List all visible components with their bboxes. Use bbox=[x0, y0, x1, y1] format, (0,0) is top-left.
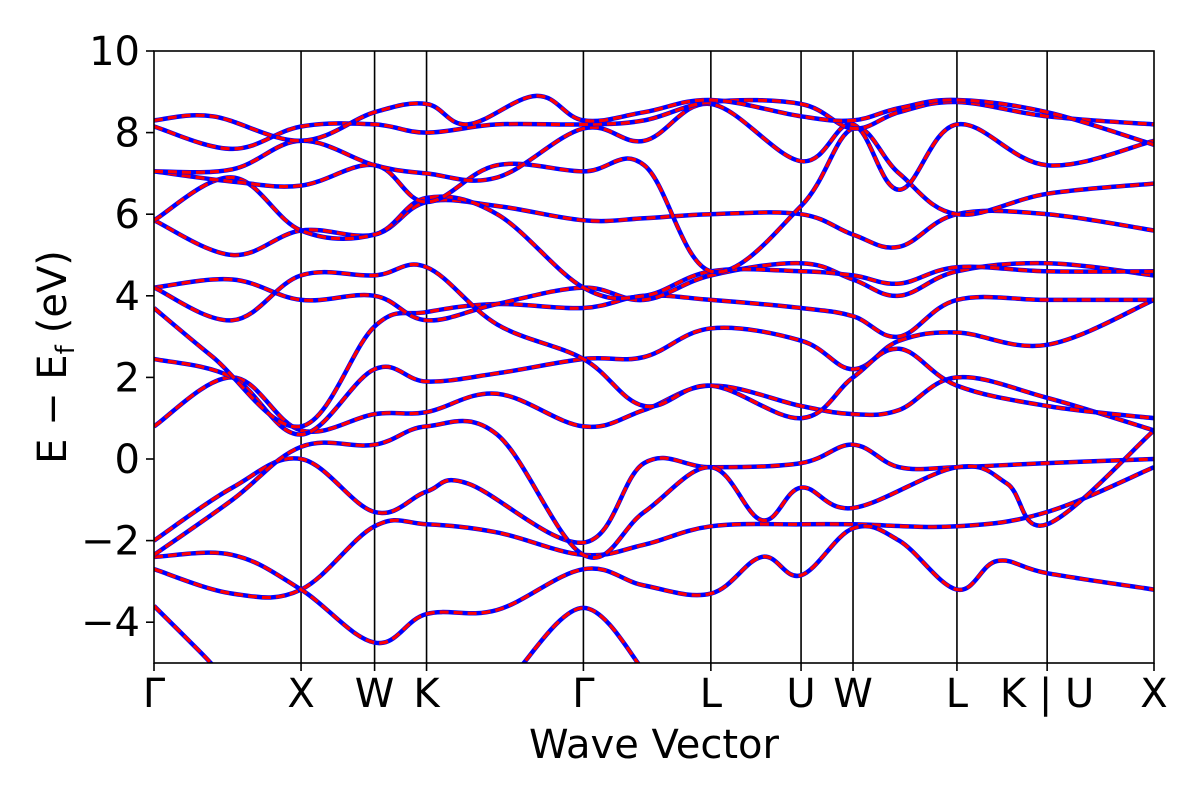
band-line-red-dashed bbox=[154, 175, 1154, 301]
band-line-red-dashed bbox=[154, 198, 1154, 257]
kpoint-separators bbox=[300, 51, 1048, 663]
y-tick-label: −2 bbox=[81, 519, 140, 565]
band-line-blue bbox=[154, 175, 1154, 301]
band-line-red-dashed bbox=[154, 98, 1154, 151]
x-tick-label: L bbox=[700, 671, 723, 717]
y-axis-label: E − Ef (eV) bbox=[30, 250, 81, 464]
band-line-red-dashed bbox=[154, 419, 1154, 560]
band-line-blue bbox=[154, 465, 1154, 600]
y-tick-label: 6 bbox=[115, 192, 140, 238]
x-tick-label: X bbox=[287, 671, 314, 717]
band-line-red-dashed bbox=[154, 94, 1154, 147]
band-line-blue bbox=[154, 418, 1154, 560]
y-axis: −4 −2 0 2 4 6 8 10 bbox=[81, 29, 154, 646]
band-line-blue bbox=[154, 125, 1154, 275]
band-lines bbox=[154, 93, 1154, 663]
y-tick-label: −4 bbox=[81, 600, 140, 646]
x-tick-label: Γ bbox=[143, 671, 166, 717]
band-line-red-dashed bbox=[154, 443, 1154, 545]
band-line-red-dashed bbox=[521, 606, 640, 663]
x-tick-label: W bbox=[355, 671, 395, 717]
band-line-red-dashed bbox=[154, 604, 213, 663]
x-tick-label: W bbox=[833, 671, 873, 717]
band-line-red-dashed bbox=[154, 524, 1154, 645]
band-line-blue bbox=[154, 297, 1154, 437]
x-tick-label: Γ bbox=[572, 671, 595, 717]
y-tick-label: 4 bbox=[115, 274, 140, 320]
y-tick-label: 0 bbox=[115, 437, 140, 483]
plot-frame bbox=[153, 50, 1155, 664]
band-line-red-dashed bbox=[154, 465, 1154, 600]
x-tick-label: K | U bbox=[1000, 671, 1094, 717]
y-axis-label-unit: (eV) bbox=[30, 250, 76, 333]
x-tick-label: X bbox=[1140, 671, 1167, 717]
band-line-blue bbox=[520, 605, 641, 663]
y-tick-label: 8 bbox=[115, 111, 140, 157]
band-line-blue bbox=[154, 197, 1154, 258]
x-tick-label: U bbox=[786, 671, 815, 717]
band-line-red-dashed bbox=[154, 261, 1154, 322]
x-tick-label: L bbox=[946, 671, 969, 717]
band-line-red-dashed bbox=[154, 298, 1154, 437]
band-line-red-dashed bbox=[154, 102, 1154, 192]
y-axis-label-subscript: f bbox=[51, 344, 81, 354]
band-line-red-dashed bbox=[154, 293, 1154, 429]
y-tick-label: 10 bbox=[89, 29, 140, 75]
band-line-red-dashed bbox=[154, 262, 1154, 420]
y-axis-label-main: E − E bbox=[30, 354, 76, 464]
y-tick-label: 2 bbox=[115, 355, 140, 401]
band-line-red-dashed bbox=[154, 126, 1154, 274]
x-axis-label: Wave Vector bbox=[529, 722, 780, 768]
x-tick-label: K bbox=[413, 671, 441, 717]
